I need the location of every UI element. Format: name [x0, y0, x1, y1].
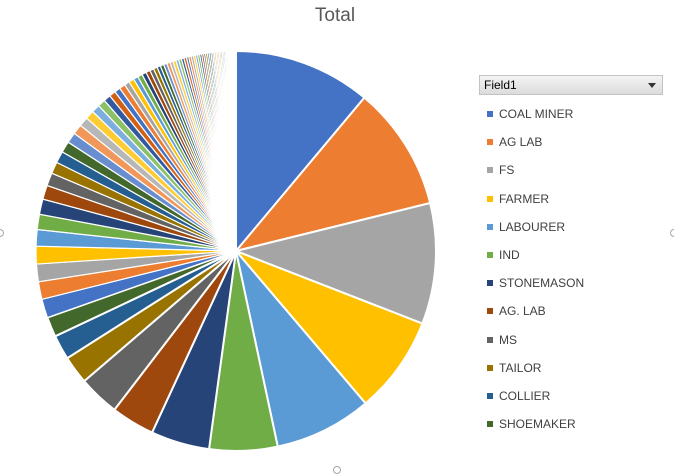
legend-swatch	[487, 336, 493, 343]
legend-swatch	[487, 280, 493, 287]
chevron-down-icon[interactable]	[648, 83, 656, 88]
legend-field-filter[interactable]: Field1	[479, 75, 663, 95]
legend-item[interactable]: MS	[487, 326, 584, 354]
legend-label: MS	[499, 332, 517, 347]
pie-slice-coal-miner[interactable]	[235, 49, 366, 254]
legend-label: AG LAB	[499, 135, 543, 150]
legend-item[interactable]: SHOEMAKER	[487, 410, 584, 438]
legend-item[interactable]: STONEMASON	[487, 269, 584, 297]
legend-swatch	[487, 111, 493, 118]
chart-resize-handle-bottom[interactable]	[333, 466, 341, 474]
legend-label: STONEMASON	[499, 276, 585, 291]
legend-label: FARMER	[499, 191, 550, 206]
legend-item[interactable]: TAILOR	[487, 354, 584, 382]
legend-label: COLLIER	[499, 388, 551, 403]
legend-item[interactable]: FARMER	[487, 185, 584, 213]
legend-swatch	[487, 223, 493, 230]
legend-swatch	[487, 421, 493, 428]
legend-item[interactable]: IND	[487, 241, 584, 269]
pie-slice-ag-lab[interactable]	[233, 96, 432, 253]
legend-swatch	[487, 195, 493, 202]
legend-label: LABOURER	[499, 219, 566, 234]
legend-item[interactable]: AG. LAB	[487, 297, 584, 325]
legend-label: IND	[499, 248, 520, 263]
legend-swatch	[487, 167, 493, 174]
legend-label: AG. LAB	[499, 304, 546, 319]
pie-slice-labourer[interactable]	[235, 250, 367, 448]
legend-label: TAILOR	[499, 360, 542, 375]
legend-swatch	[487, 308, 493, 315]
legend-label: COAL MINER	[499, 107, 574, 122]
legend-item[interactable]: FS	[487, 156, 584, 184]
legend-label: SHOEMAKER	[499, 417, 576, 432]
legend-swatch	[487, 139, 493, 146]
legend-item[interactable]: AG LAB	[487, 128, 584, 156]
pie-slice-farmer[interactable]	[235, 250, 424, 405]
pie-slice-fs[interactable]	[232, 201, 437, 325]
legend-swatch	[487, 252, 493, 259]
legend-item[interactable]: COLLIER	[487, 382, 584, 410]
legend: COAL MINER AG LAB FS FARMER LABOURER IND STONE…	[487, 100, 584, 438]
legend-swatch	[487, 392, 493, 399]
legend-field-label: Field1	[484, 78, 517, 92]
legend-item[interactable]: LABOURER	[487, 213, 584, 241]
pie-slice-other-70[interactable]	[234, 50, 237, 252]
legend-label: FS	[499, 163, 515, 178]
legend-swatch	[487, 364, 493, 371]
legend-item[interactable]: COAL MINER	[487, 100, 584, 128]
chart-title: Total	[314, 5, 356, 26]
chart-resize-handle-right[interactable]	[670, 229, 674, 237]
